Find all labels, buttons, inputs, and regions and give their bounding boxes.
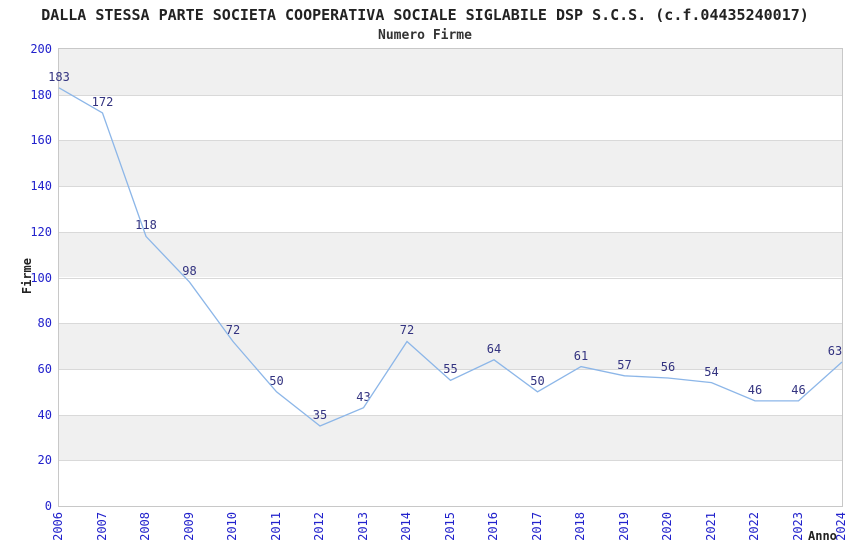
data-point-label: 46 (791, 382, 806, 397)
data-point-label: 50 (269, 373, 284, 388)
y-tick-label: 0 (44, 499, 52, 513)
x-tick-label: 2013 (355, 512, 370, 541)
x-tick-label: 2022 (747, 512, 761, 541)
x-tick-label: 2006 (51, 512, 65, 541)
gridline (59, 140, 842, 142)
data-point-label: 35 (312, 408, 328, 423)
data-point-label: 55 (443, 362, 458, 377)
x-tick-label: 2020 (660, 512, 674, 541)
x-tick-label: 2012 (312, 512, 326, 541)
data-point-label: 172 (91, 94, 114, 109)
gridline (59, 186, 842, 188)
x-tick-label: 2017 (529, 512, 544, 541)
y-tick-label: 200 (30, 42, 52, 56)
plot-band (59, 49, 842, 95)
data-point-label: 72 (399, 323, 415, 338)
x-tick-label: 2008 (138, 512, 152, 541)
gridline (59, 460, 842, 462)
plot-band (59, 323, 842, 369)
x-axis-title: Anno (808, 529, 837, 543)
y-tick-label: 120 (30, 224, 52, 239)
y-tick-label: 160 (30, 133, 52, 148)
gridline (59, 231, 842, 233)
x-tick-label: 2011 (268, 512, 283, 541)
gridline (59, 323, 842, 325)
x-tick-label: 2010 (225, 512, 239, 541)
data-point-label: 72 (225, 323, 241, 338)
series-line (58, 87, 843, 427)
data-point-label: 64 (486, 341, 502, 356)
x-tick-label: 2023 (790, 512, 805, 541)
plot-band (59, 140, 842, 187)
plot-band (59, 231, 842, 278)
data-point-label: 61 (573, 348, 589, 363)
chart-subtitle: Numero Firme (378, 28, 472, 43)
y-tick-label: 100 (30, 270, 52, 285)
x-tick-label: 2014 (399, 512, 413, 541)
gridline (59, 94, 842, 96)
x-tick-label: 2016 (486, 512, 500, 541)
data-point-label: 63 (827, 344, 843, 359)
x-tick-label: 2015 (442, 512, 457, 541)
x-tick-label: 2019 (616, 512, 631, 541)
chart-title: DALLA STESSA PARTE SOCIETA COOPERATIVA S… (41, 6, 809, 24)
x-tick-label: 2024 (834, 512, 848, 541)
gridline (59, 414, 842, 416)
plot-area (58, 48, 843, 507)
gridline (59, 368, 842, 370)
series-layer (58, 87, 843, 427)
data-point-label: 56 (660, 360, 676, 375)
y-tick-label: 80 (37, 316, 52, 331)
y-tick-label: 180 (30, 87, 52, 102)
data-point-label: 46 (747, 382, 763, 397)
y-tick-label: 40 (37, 407, 52, 422)
data-point-label: 183 (48, 69, 70, 84)
x-tick-label: 2018 (573, 512, 587, 541)
x-tick-label: 2021 (703, 512, 718, 541)
data-point-label: 54 (704, 364, 719, 379)
x-tick-label: 2009 (181, 512, 196, 541)
gridline (59, 277, 842, 279)
y-tick-label: 20 (37, 453, 52, 468)
y-tick-label: 140 (30, 179, 52, 194)
data-point-label: 50 (530, 373, 545, 388)
data-point-label: 57 (617, 357, 632, 372)
x-tick-label: 2007 (94, 512, 109, 541)
y-tick-label: 60 (37, 361, 52, 376)
plot-band (59, 414, 842, 461)
data-point-label: 43 (356, 389, 371, 404)
data-point-label: 98 (182, 264, 197, 279)
